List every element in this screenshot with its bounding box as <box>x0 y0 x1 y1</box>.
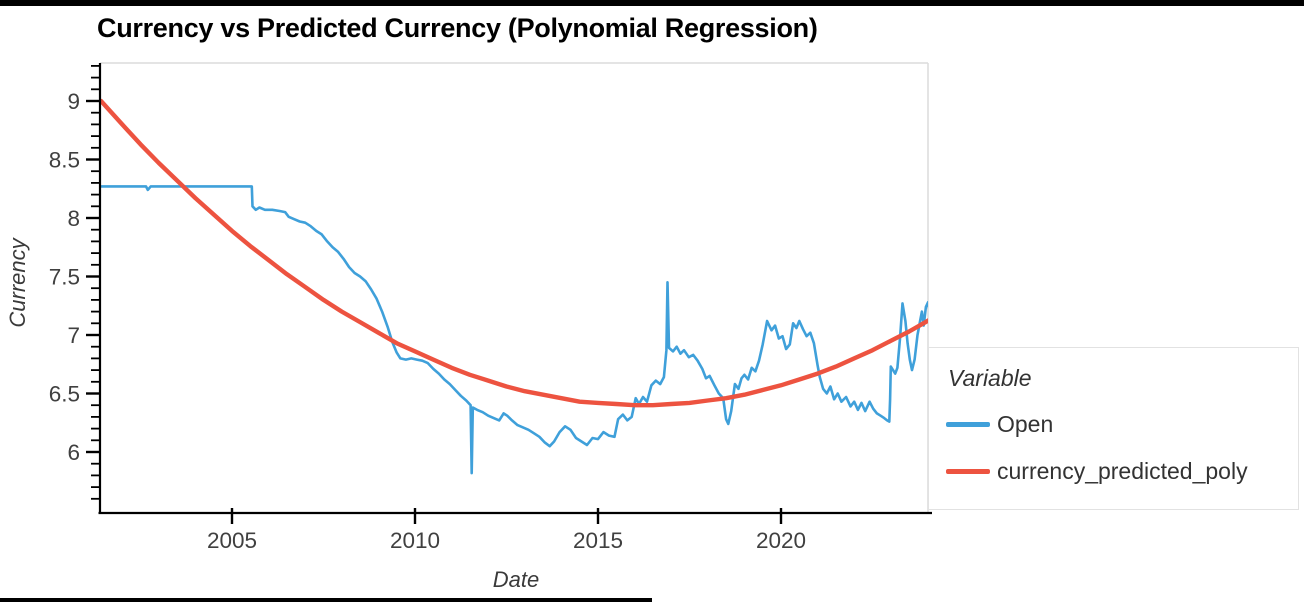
series-line-currency-predicted-poly <box>100 98 928 408</box>
legend-title: Variable <box>948 365 1032 391</box>
y-tick-label: 9 <box>67 89 80 114</box>
legend-swatch-predicted <box>946 469 990 474</box>
x-tick-label: 2015 <box>573 528 623 553</box>
y-tick-label: 8.5 <box>49 148 80 173</box>
y-tick-label: 6 <box>67 440 80 465</box>
x-axis-title: Date <box>492 567 540 592</box>
x-tick-label: 2010 <box>390 528 440 553</box>
legend-label-predicted: currency_predicted_poly <box>997 458 1248 484</box>
legend-item-predicted: currency_predicted_poly <box>929 456 1298 486</box>
y-tick-label: 7 <box>67 323 80 348</box>
legend-label-open: Open <box>997 411 1054 437</box>
y-tick-label: 8 <box>67 206 80 231</box>
legend-item-open: Open <box>929 409 1298 439</box>
top-black-border <box>0 0 1304 6</box>
chart-title: Currency vs Predicted Currency (Polynomi… <box>97 13 818 43</box>
legend-swatch-open <box>946 422 990 427</box>
x-tick-label: 2005 <box>207 528 257 553</box>
series-line-open <box>100 185 928 475</box>
y-tick-label: 7.5 <box>49 265 80 290</box>
bottom-black-border <box>0 598 652 602</box>
y-tick-label: 6.5 <box>49 382 80 407</box>
x-tick-label: 2020 <box>756 528 806 553</box>
legend-box: Variable Open currency_predicted_poly <box>928 347 1299 510</box>
y-axis-title: Currency <box>5 238 30 328</box>
